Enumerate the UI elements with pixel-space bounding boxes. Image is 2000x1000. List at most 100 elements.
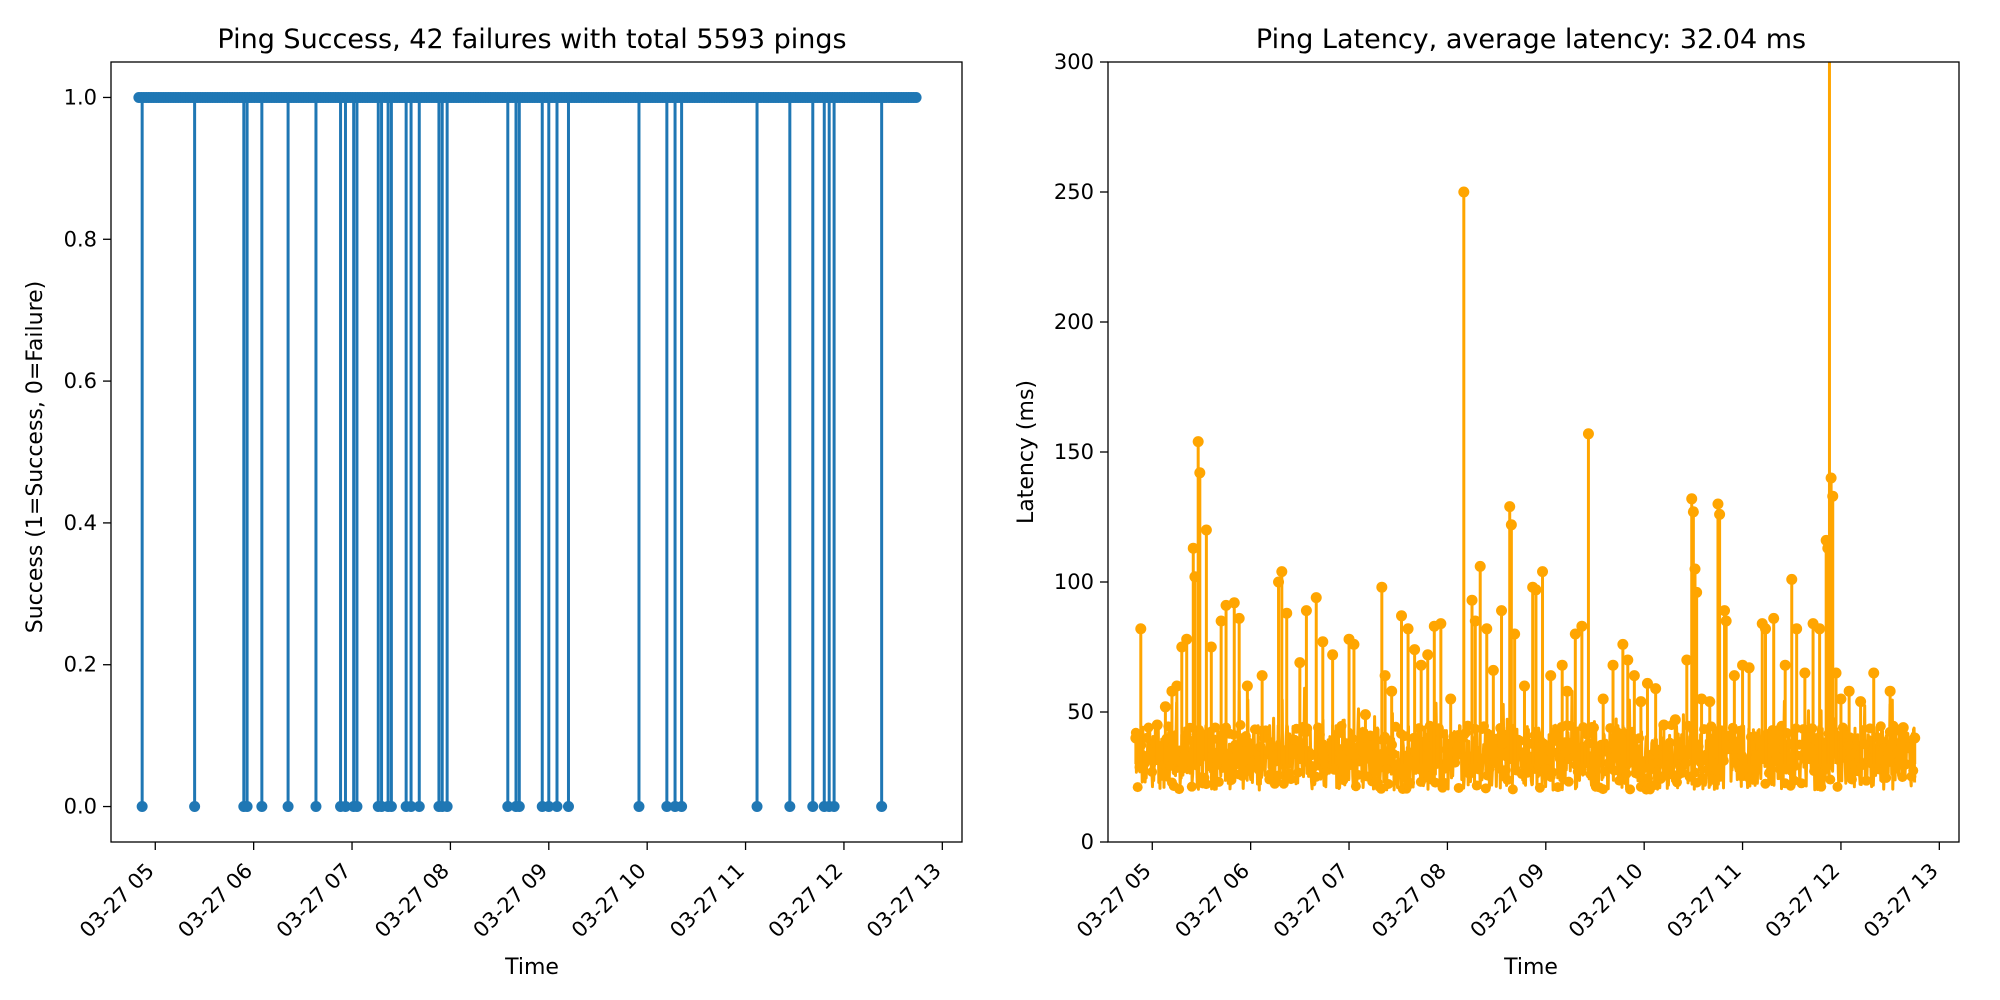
y-tick-label: 0 [1081,830,1094,854]
x-tick-label: 03-27 05 [1072,859,1156,943]
success-chart-frame [110,61,963,843]
latency-point [1796,778,1807,789]
latency-spike-point [1689,563,1701,575]
x-tick-label: 03-27 10 [567,859,651,943]
latency-spike-point [1835,693,1847,705]
failure-point [876,801,888,813]
latency-point [1774,764,1785,775]
latency-spike-point [1181,633,1193,645]
latency-point [1585,769,1596,780]
latency-spike-point [1768,612,1780,624]
latency-point [1471,780,1482,791]
latency-point [1625,784,1636,795]
latency-point [1825,774,1836,785]
latency-spike-point [1187,542,1199,554]
failure-point [513,801,525,813]
latency-point [1881,772,1892,783]
latency-point [1547,767,1558,778]
latency-spike-point [1607,659,1619,671]
failure-point [282,801,294,813]
latency-point [1350,781,1361,792]
latency-spike-point [1582,428,1594,440]
failure-point [562,801,574,813]
latency-chart-axes: 03-27 05 03-27 06 03-27 07 03-27 08 03-27 09… [1054,50,1943,942]
latency-spike-point [1474,560,1486,572]
latency-point [1222,749,1233,760]
latency-spike-point [1669,714,1681,726]
failure-point [310,801,322,813]
latency-point [1697,773,1708,784]
failure-point [136,801,148,813]
latency-spike-point [1855,696,1867,708]
latency-spike-point [1825,472,1837,484]
latency-spike-point [1597,693,1609,705]
latency-spike-point [1791,623,1803,635]
x-tick-label: 03-27 06 [173,859,257,943]
latency-point [1423,771,1434,782]
success-chart-ylabel: Success (1=Success, 0=Failure) [23,281,48,634]
latency-point [1394,768,1405,779]
latency-point [1213,776,1224,787]
latency-point [1453,782,1464,793]
latency-point [1287,749,1298,760]
latency-spike-point [1658,719,1670,731]
failure-point [441,801,453,813]
latency-point [1381,764,1392,775]
latency-point [1908,765,1919,776]
x-tick-label: 03-27 07 [1269,859,1353,943]
latency-spike-point [1469,615,1481,627]
latency-spike-point [1884,685,1896,697]
success-point [910,91,922,103]
failure-point [256,801,268,813]
latency-point [1614,775,1625,786]
latency-point [1352,769,1363,780]
latency-point [1711,765,1722,776]
x-tick-label: 03-27 07 [272,859,356,943]
y-tick-label: 0.6 [64,369,97,393]
latency-point [1439,777,1450,788]
latency-spike-point [1556,659,1568,671]
latency-spike-point [1704,696,1716,708]
failure-point [676,801,688,813]
latency-spike-point [1294,657,1306,669]
x-tick-label: 03-27 13 [1859,859,1943,943]
latency-spike-point [1379,670,1391,682]
latency-spike-point [1359,709,1371,721]
latency-point [1855,760,1866,771]
y-tick-label: 150 [1054,440,1094,464]
x-tick-label: 03-27 09 [469,859,553,943]
latency-spike-point [1481,623,1493,635]
failure-point [405,801,417,813]
latency-point [1690,767,1701,778]
latency-point [1552,782,1563,793]
latency-spike-point [1719,605,1731,617]
latency-chart-series [1130,62,1921,795]
latency-point [1599,766,1610,777]
failure-point [385,801,397,813]
latency-spike-point [1628,670,1640,682]
latency-spike-point [1712,498,1724,510]
x-tick-label: 03-27 11 [1662,859,1746,943]
latency-chart-ylabel: Latency (ms) [1014,380,1039,524]
latency-point [1816,781,1827,792]
latency-spike-point [1518,680,1530,692]
latency-spike-point [1617,638,1629,650]
latency-point [1763,768,1774,779]
latency-point [1832,781,1843,792]
y-tick-label: 0.4 [64,511,97,535]
latency-point [1376,783,1387,794]
latency-spike-point [1151,719,1163,731]
success-chart-xlabel: Time [504,955,559,980]
latency-spike-point [1130,732,1142,744]
failure-point [551,801,563,813]
latency-point [1451,750,1462,761]
latency-spike-point [1814,623,1826,635]
latency-spike-point [1233,612,1245,624]
latency-point [1186,781,1197,792]
failure-point [189,801,201,813]
latency-spike-point [1327,649,1339,661]
latency-point [1311,771,1322,782]
latency-point [1744,772,1755,783]
latency-point [1285,774,1296,785]
latency-spike-point [1435,618,1447,630]
